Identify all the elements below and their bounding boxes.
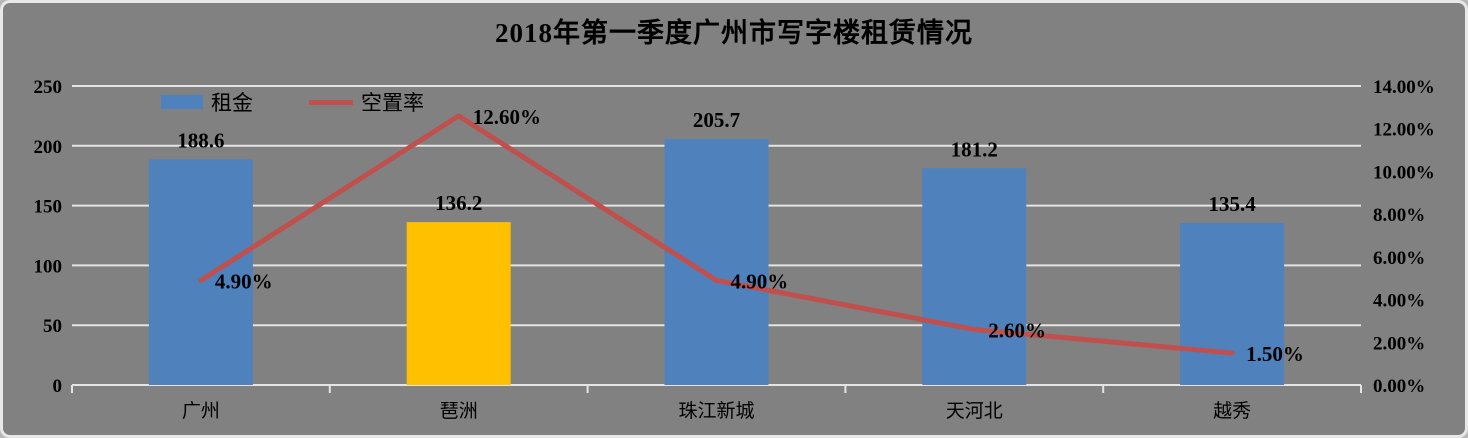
category-label: 天河北 <box>946 400 1003 422</box>
legend-line-swatch-icon <box>309 99 353 105</box>
left-axis-tick-label: 100 <box>34 256 63 277</box>
left-axis-tick-label: 150 <box>34 197 63 218</box>
bar-value-label: 135.4 <box>1208 192 1256 216</box>
bar-value-label: 136.2 <box>435 191 482 215</box>
chart-title: 2018年第一季度广州市写字楼租赁情况 <box>495 18 973 48</box>
chart-plot-area: 0 50 100 150 200 250 0.00% 2.00% 4.00% 6.00% 8.00%… <box>34 77 1435 422</box>
left-axis-tick-label: 50 <box>43 316 62 337</box>
bar-value-label: 205.7 <box>693 108 740 132</box>
right-axis-tick-label: 2.00% <box>1373 333 1425 354</box>
right-axis-tick-label: 4.00% <box>1373 291 1425 312</box>
right-axis-tick-label: 12.00% <box>1373 120 1435 141</box>
left-axis-tick-label: 200 <box>34 137 63 158</box>
bar-广州[interactable] <box>148 159 253 385</box>
category-label: 越秀 <box>1213 400 1251 422</box>
bar-越秀[interactable] <box>1180 223 1285 385</box>
line-value-label: 2.60% <box>988 318 1046 342</box>
right-axis-tick-label: 0.00% <box>1373 376 1425 397</box>
legend-vacancy-label: 空置率 <box>361 91 424 115</box>
category-label: 广州 <box>182 400 220 422</box>
line-value-label: 4.90% <box>215 269 273 293</box>
left-axis-tick-label: 0 <box>53 376 63 397</box>
right-axis-tick-label: 14.00% <box>1373 77 1435 98</box>
bar-value-label: 188.6 <box>177 128 224 152</box>
legend-bar-swatch-icon <box>161 95 203 109</box>
right-axis-tick-label: 6.00% <box>1373 248 1425 269</box>
category-label: 琶洲 <box>440 401 478 422</box>
legend-rent-label: 租金 <box>211 91 253 115</box>
right-axis-tick-label: 10.00% <box>1373 162 1435 183</box>
bar-琶洲[interactable] <box>406 222 511 385</box>
line-value-label: 1.50% <box>1246 342 1304 366</box>
legend-item-vacancy[interactable]: 空置率 <box>309 87 424 117</box>
line-value-label: 4.90% <box>731 269 789 293</box>
chart-legend: 租金 空置率 <box>161 87 424 117</box>
left-axis-tick-label: 250 <box>34 77 63 98</box>
vacancy-line[interactable] <box>198 113 1235 356</box>
right-axis-tick-label: 8.00% <box>1373 205 1425 226</box>
bar-天河北[interactable] <box>922 168 1027 385</box>
category-label: 珠江新城 <box>678 400 754 422</box>
bar-value-label: 181.2 <box>951 137 998 161</box>
bar-珠江新城[interactable] <box>664 138 769 385</box>
legend-item-rent[interactable]: 租金 <box>161 87 253 117</box>
line-value-label: 12.60% <box>473 105 541 129</box>
